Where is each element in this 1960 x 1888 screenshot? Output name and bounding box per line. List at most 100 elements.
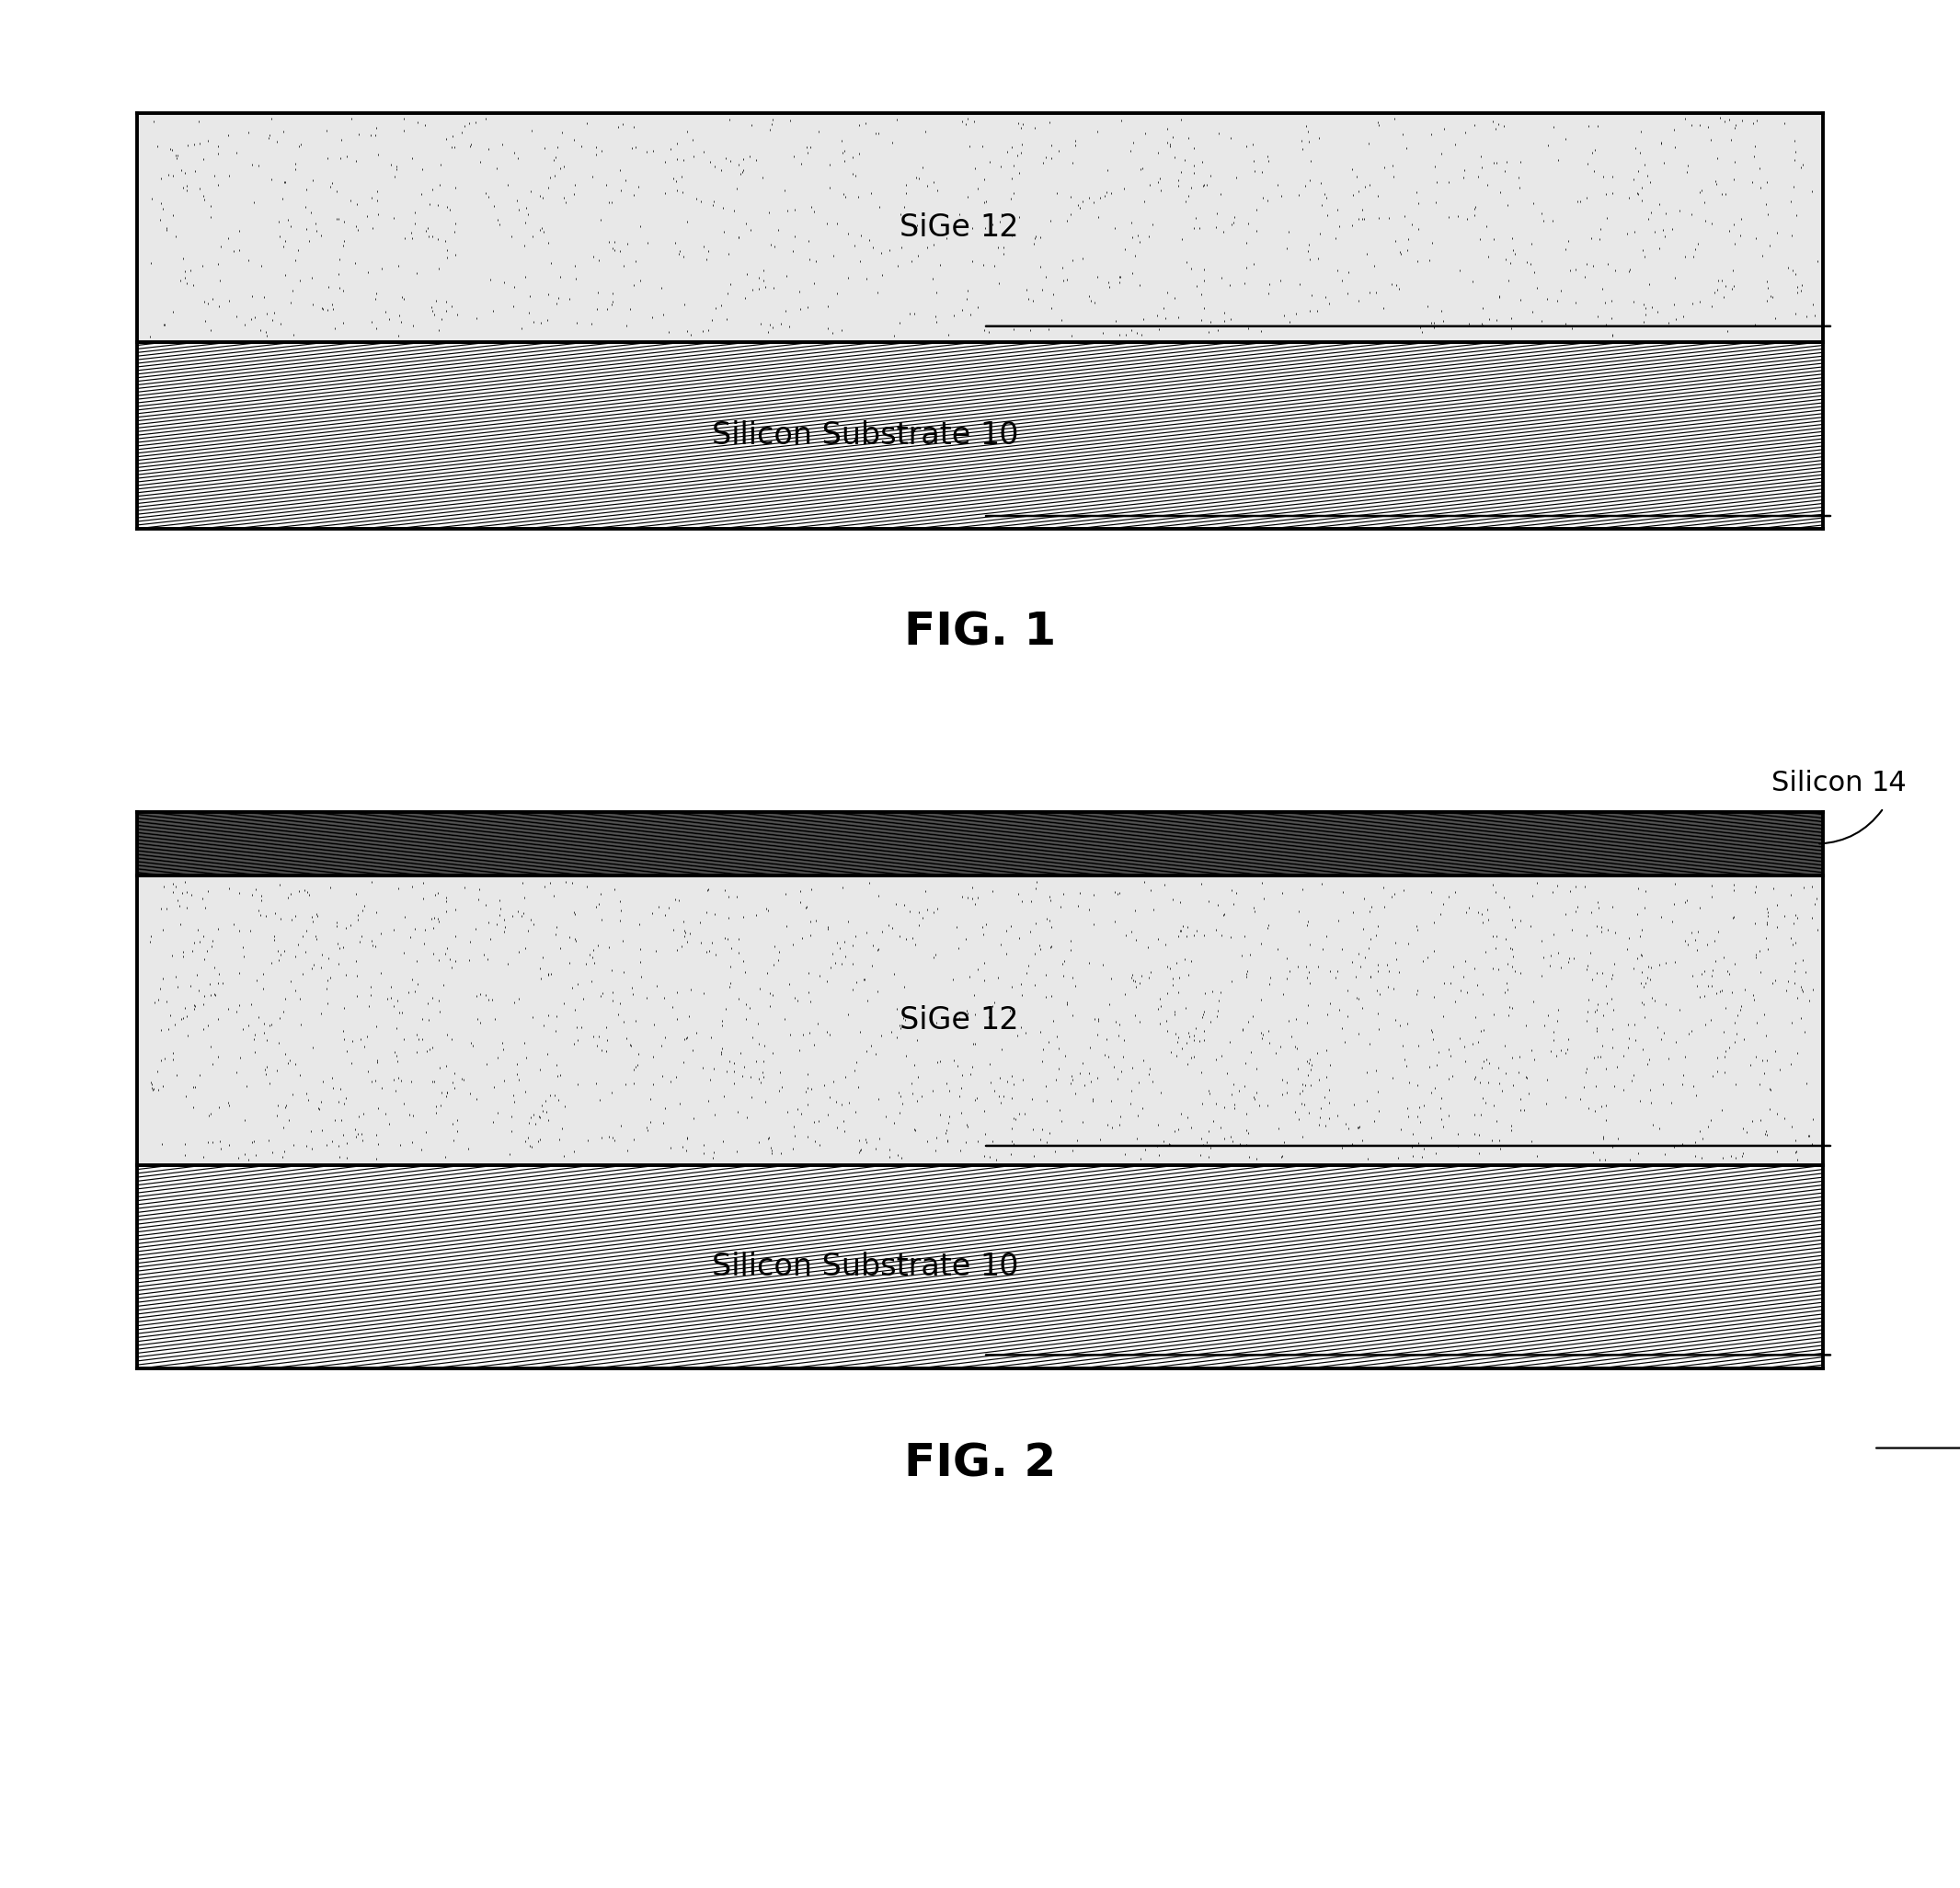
Point [347, 1125, 378, 1155]
Point [813, 1082, 845, 1112]
Point [214, 1091, 245, 1121]
Point [563, 969, 594, 999]
Point [1092, 155, 1123, 185]
Point [1392, 1101, 1423, 1131]
Point [1064, 1059, 1096, 1089]
Point [1392, 225, 1423, 255]
Point [921, 1048, 953, 1078]
Point [764, 310, 796, 340]
Point [1709, 179, 1740, 210]
Point [582, 889, 613, 919]
Point [453, 1133, 484, 1163]
Point [204, 1091, 235, 1121]
Point [1470, 1087, 1501, 1118]
Point [743, 1063, 774, 1093]
Point [1115, 1089, 1147, 1120]
Point [1119, 895, 1151, 925]
Point [996, 183, 1027, 213]
Point [745, 308, 776, 338]
Point [1296, 1070, 1327, 1101]
Point [1415, 308, 1446, 338]
Point [478, 1106, 510, 1137]
Point [280, 147, 312, 177]
Point [535, 959, 566, 989]
Point [1445, 255, 1476, 285]
Point [723, 984, 755, 1014]
Point [1221, 878, 1252, 908]
Point [1558, 944, 1590, 974]
Point [431, 897, 463, 927]
Point [757, 1135, 788, 1165]
Point [1401, 245, 1433, 276]
Point [794, 132, 825, 162]
Point [378, 1037, 410, 1067]
Point [1644, 1112, 1676, 1142]
Point [227, 940, 259, 970]
Point [1460, 193, 1492, 223]
Point [921, 176, 953, 206]
Point [1341, 162, 1372, 193]
Point [698, 1142, 729, 1172]
Point [492, 950, 523, 980]
Point [1754, 1074, 1786, 1104]
Point [506, 867, 537, 897]
Point [1688, 955, 1719, 986]
Point [135, 183, 167, 213]
Point [1096, 177, 1127, 208]
Point [1292, 906, 1323, 936]
Point [1570, 183, 1601, 213]
Point [286, 921, 318, 952]
Point [396, 143, 427, 174]
Point [1480, 933, 1511, 963]
Point [1143, 313, 1174, 344]
Point [874, 1135, 906, 1165]
Point [958, 980, 990, 1010]
Point [1092, 1110, 1123, 1140]
Point [631, 982, 662, 1012]
Point [1100, 213, 1131, 244]
Point [1350, 1057, 1382, 1087]
Point [1684, 893, 1715, 923]
Point [813, 1020, 845, 1050]
Point [190, 936, 221, 967]
Point [1739, 876, 1770, 906]
Point [1066, 244, 1098, 274]
Point [541, 1061, 572, 1091]
Point [1158, 997, 1190, 1027]
Point [1762, 889, 1793, 919]
Point [498, 987, 529, 1018]
Point [1543, 995, 1574, 1025]
Point [694, 1065, 725, 1095]
Point [167, 1003, 198, 1033]
Point [306, 1116, 337, 1146]
Point [367, 1072, 398, 1103]
Point [1096, 1112, 1127, 1142]
Point [1211, 1057, 1243, 1087]
Point [1652, 308, 1684, 338]
Point [306, 999, 337, 1029]
Point [461, 302, 492, 332]
Point [751, 1087, 782, 1118]
Point [1117, 959, 1149, 989]
Point [1031, 1086, 1062, 1116]
Point [580, 891, 612, 921]
Point [857, 931, 888, 961]
Point [537, 145, 568, 176]
Point [1582, 887, 1613, 918]
Point [829, 1116, 860, 1146]
Point [857, 950, 888, 980]
Point [759, 950, 790, 980]
Point [1280, 1033, 1311, 1063]
Point [1780, 948, 1811, 978]
Point [1205, 919, 1237, 950]
Point [1621, 177, 1652, 208]
Point [517, 908, 549, 938]
Point [263, 1003, 294, 1033]
Point [184, 128, 216, 159]
Point [1380, 944, 1411, 974]
Point [692, 315, 723, 346]
Point [1205, 1112, 1237, 1142]
Point [1225, 940, 1256, 970]
Point [747, 255, 778, 285]
Point [1445, 976, 1476, 1006]
